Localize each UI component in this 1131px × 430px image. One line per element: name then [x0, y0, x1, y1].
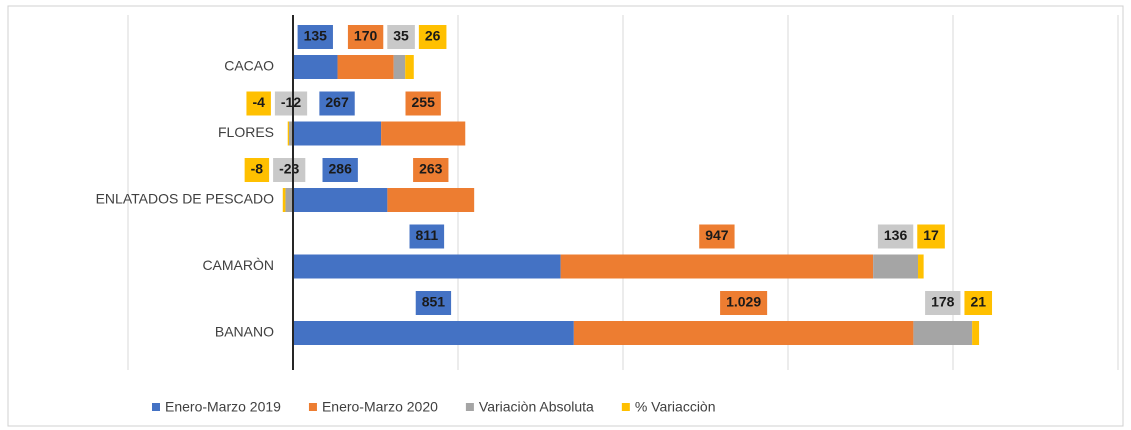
data-label-box	[964, 291, 993, 315]
legend-marker	[308, 403, 317, 411]
data-label-box	[720, 291, 768, 315]
data-label-box	[246, 91, 271, 116]
data-label: 21	[970, 294, 986, 310]
data-label: 17	[923, 227, 939, 243]
data-label: -4	[252, 94, 265, 110]
data-label-box	[413, 158, 449, 182]
data-label: 178	[931, 294, 955, 310]
y-tick-label: FLORES	[218, 124, 274, 140]
legend-marker	[621, 403, 630, 411]
data-label: 135	[304, 28, 328, 44]
legend-label: Enero-Marzo 2020	[322, 399, 438, 415]
bar-segment	[282, 188, 286, 212]
legend-marker	[152, 403, 160, 411]
data-label: -8	[251, 161, 264, 177]
y-tick-label: CACAO	[224, 58, 274, 74]
data-label: 811	[416, 227, 439, 243]
bar-segment	[293, 188, 388, 212]
bar-segment	[287, 121, 290, 146]
data-label-box	[699, 224, 735, 249]
data-label-box	[877, 224, 914, 249]
y-tick-label: BANANO	[215, 324, 274, 340]
bar-segment	[560, 254, 874, 279]
data-label: 286	[329, 161, 353, 177]
bar-segment	[293, 55, 338, 79]
legend-marker	[465, 403, 474, 411]
data-label: -23	[279, 161, 299, 177]
bar-segment	[337, 55, 394, 79]
bar-segment	[289, 121, 293, 146]
data-label-box	[297, 25, 333, 49]
data-label-box	[418, 25, 447, 49]
legend-label: % Variacciòn	[635, 399, 716, 415]
data-label: 26	[425, 28, 441, 44]
bar-segment	[293, 254, 561, 279]
legend-label: Enero-Marzo 2019	[165, 399, 281, 415]
data-label: 263	[419, 161, 443, 177]
bar-segment	[873, 254, 919, 279]
bar-segment	[393, 55, 406, 79]
data-label-box	[347, 25, 384, 49]
bar-segment	[293, 121, 382, 146]
bar-segment	[573, 321, 914, 345]
data-label-box	[409, 224, 445, 249]
bar-segment	[913, 321, 973, 345]
data-label: 170	[354, 28, 378, 44]
data-label: 267	[325, 94, 349, 110]
y-tick-label: ENLATADOS DE PESCADO	[96, 191, 275, 207]
data-label: 851	[422, 294, 446, 310]
data-label-box	[274, 91, 308, 116]
data-label-box	[405, 91, 441, 116]
chart-border	[7, 5, 1124, 427]
data-label: 947	[705, 227, 729, 243]
data-label: -12	[281, 94, 301, 110]
data-label-box	[415, 291, 452, 315]
legend-label: Variaciòn Absoluta	[479, 399, 594, 415]
data-label: 1.029	[726, 294, 761, 310]
bar-segment	[387, 188, 475, 212]
y-tick-label: CAMARÒN	[202, 257, 274, 273]
data-label-box	[273, 158, 306, 182]
bar-segment	[972, 321, 980, 345]
bar-segment	[293, 321, 574, 345]
data-label-box	[322, 158, 358, 182]
data-label: 136	[884, 227, 908, 243]
data-label-box	[244, 158, 270, 182]
data-label-box	[925, 291, 961, 315]
bar-segment	[381, 121, 466, 146]
data-label-box	[387, 25, 415, 49]
data-label-box	[917, 224, 945, 249]
data-label: 255	[412, 94, 436, 110]
data-label-box	[319, 91, 355, 116]
data-label: 35	[393, 28, 409, 44]
bar-segment	[405, 55, 414, 79]
bar-segment	[918, 254, 924, 279]
bar-segment	[285, 188, 293, 212]
